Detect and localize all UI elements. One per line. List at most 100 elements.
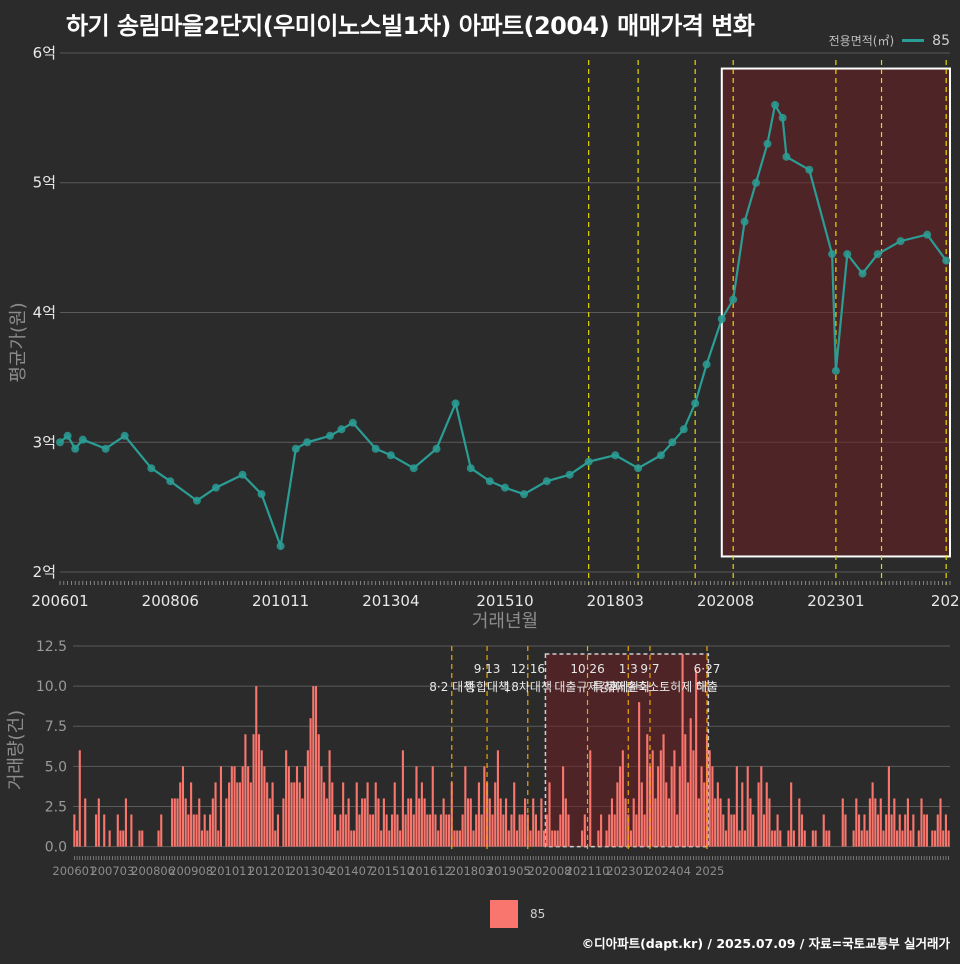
price-point <box>371 444 380 453</box>
volume-bar <box>119 830 122 847</box>
volume-x-tick-label: 200601 <box>52 864 96 878</box>
volume-bar <box>274 830 277 847</box>
volume-x-tick-label: 201304 <box>289 864 333 878</box>
volume-bar <box>684 734 687 847</box>
volume-bar <box>651 750 654 847</box>
price-point <box>668 438 677 447</box>
volume-bar <box>488 798 491 847</box>
volume-bar <box>665 782 668 847</box>
volume-bar <box>662 734 665 847</box>
price-point <box>78 435 87 444</box>
volume-bar <box>339 814 342 847</box>
volume-bar <box>857 814 861 847</box>
volume-bar <box>290 782 293 847</box>
volume-bar <box>266 782 269 847</box>
volume-bar <box>363 798 366 847</box>
volume-bar <box>882 830 885 847</box>
volume-bar <box>510 814 513 847</box>
volume-bar <box>874 798 877 847</box>
volume-x-tick-label: 202301 <box>606 864 650 878</box>
volume-bar <box>890 814 893 847</box>
volume-bar <box>325 798 328 847</box>
volume-bar <box>285 750 288 847</box>
volume-bar <box>515 830 518 847</box>
volume-x-tick-label: 200908 <box>169 864 213 878</box>
volume-bar <box>537 830 540 847</box>
price-point <box>147 464 156 473</box>
volume-bar <box>361 798 364 847</box>
volume-bar <box>942 830 945 847</box>
volume-bar <box>738 830 741 847</box>
price-point <box>192 496 201 505</box>
volume-bar <box>898 814 901 847</box>
volume-bar <box>502 814 505 847</box>
volume-bar <box>863 814 866 847</box>
price-point <box>611 451 620 460</box>
price-point <box>71 444 80 453</box>
volume-bar <box>879 798 882 847</box>
price-x-tick-label: 200601 <box>31 592 88 610</box>
volume-bar <box>518 814 521 847</box>
volume-bar <box>396 814 399 847</box>
volume-bar <box>735 766 738 847</box>
volume-bar <box>714 798 717 847</box>
volume-bar <box>344 814 347 847</box>
price-point <box>584 457 593 466</box>
policy-date-label: 6·27 <box>694 662 721 676</box>
policy-name-label: 대출 <box>696 680 718 694</box>
volume-bar <box>409 798 413 847</box>
volume-bar <box>298 782 301 847</box>
policy-name-label: 대출규제강화 <box>554 680 620 694</box>
price-point <box>831 366 840 375</box>
volume-bar <box>543 830 546 847</box>
volume-bar <box>190 782 193 847</box>
volume-bar <box>103 814 106 847</box>
volume-x-tick-label: 202008 <box>528 864 572 878</box>
legend-line-swatch <box>902 39 925 42</box>
volume-bar <box>724 830 728 847</box>
legend-title: 전용면적(㎡) <box>828 34 895 48</box>
volume-bar <box>350 830 353 847</box>
volume-bar <box>404 814 407 847</box>
volume-bar <box>703 782 706 847</box>
volume-x-tick-label: 201803 <box>449 864 493 878</box>
volume-bar <box>521 814 524 847</box>
volume-bar <box>369 814 372 847</box>
volume-bar <box>263 766 266 847</box>
volume-bar <box>648 766 652 847</box>
price-point <box>858 269 867 278</box>
volume-bar <box>401 750 404 847</box>
volume-bar <box>312 686 315 847</box>
volume-bar <box>317 734 320 847</box>
price-point <box>679 425 688 434</box>
volume-bar <box>619 766 622 847</box>
price-point <box>120 431 129 440</box>
volume-bar <box>939 798 942 847</box>
volume-bar <box>855 798 858 847</box>
volume-bar <box>141 830 144 847</box>
volume-x-tick-label: 202404 <box>647 864 691 878</box>
volume-bar <box>78 750 81 847</box>
price-x-tick-label: 200806 <box>142 592 199 610</box>
price-x-tick-label: 202008 <box>697 592 754 610</box>
volume-bar <box>507 830 510 847</box>
volume-bar <box>301 798 304 847</box>
volume-bar <box>236 782 239 847</box>
volume-bar <box>589 750 592 847</box>
volume-bar <box>97 798 100 847</box>
volume-bar <box>841 798 844 847</box>
volume-bar <box>255 686 258 847</box>
volume-bar <box>399 830 402 847</box>
volume-bar <box>249 782 252 847</box>
volume-bar <box>852 830 855 847</box>
volume-bar <box>358 814 361 847</box>
policy-name-label: 특례대출축소토허제 해 <box>593 680 707 694</box>
volume-bar <box>480 814 483 847</box>
volume-bar <box>749 798 752 847</box>
volume-bar <box>257 734 261 847</box>
volume-bar <box>287 766 290 847</box>
volume-bar <box>597 830 600 847</box>
volume-bar <box>676 814 679 847</box>
volume-bar <box>355 782 358 847</box>
